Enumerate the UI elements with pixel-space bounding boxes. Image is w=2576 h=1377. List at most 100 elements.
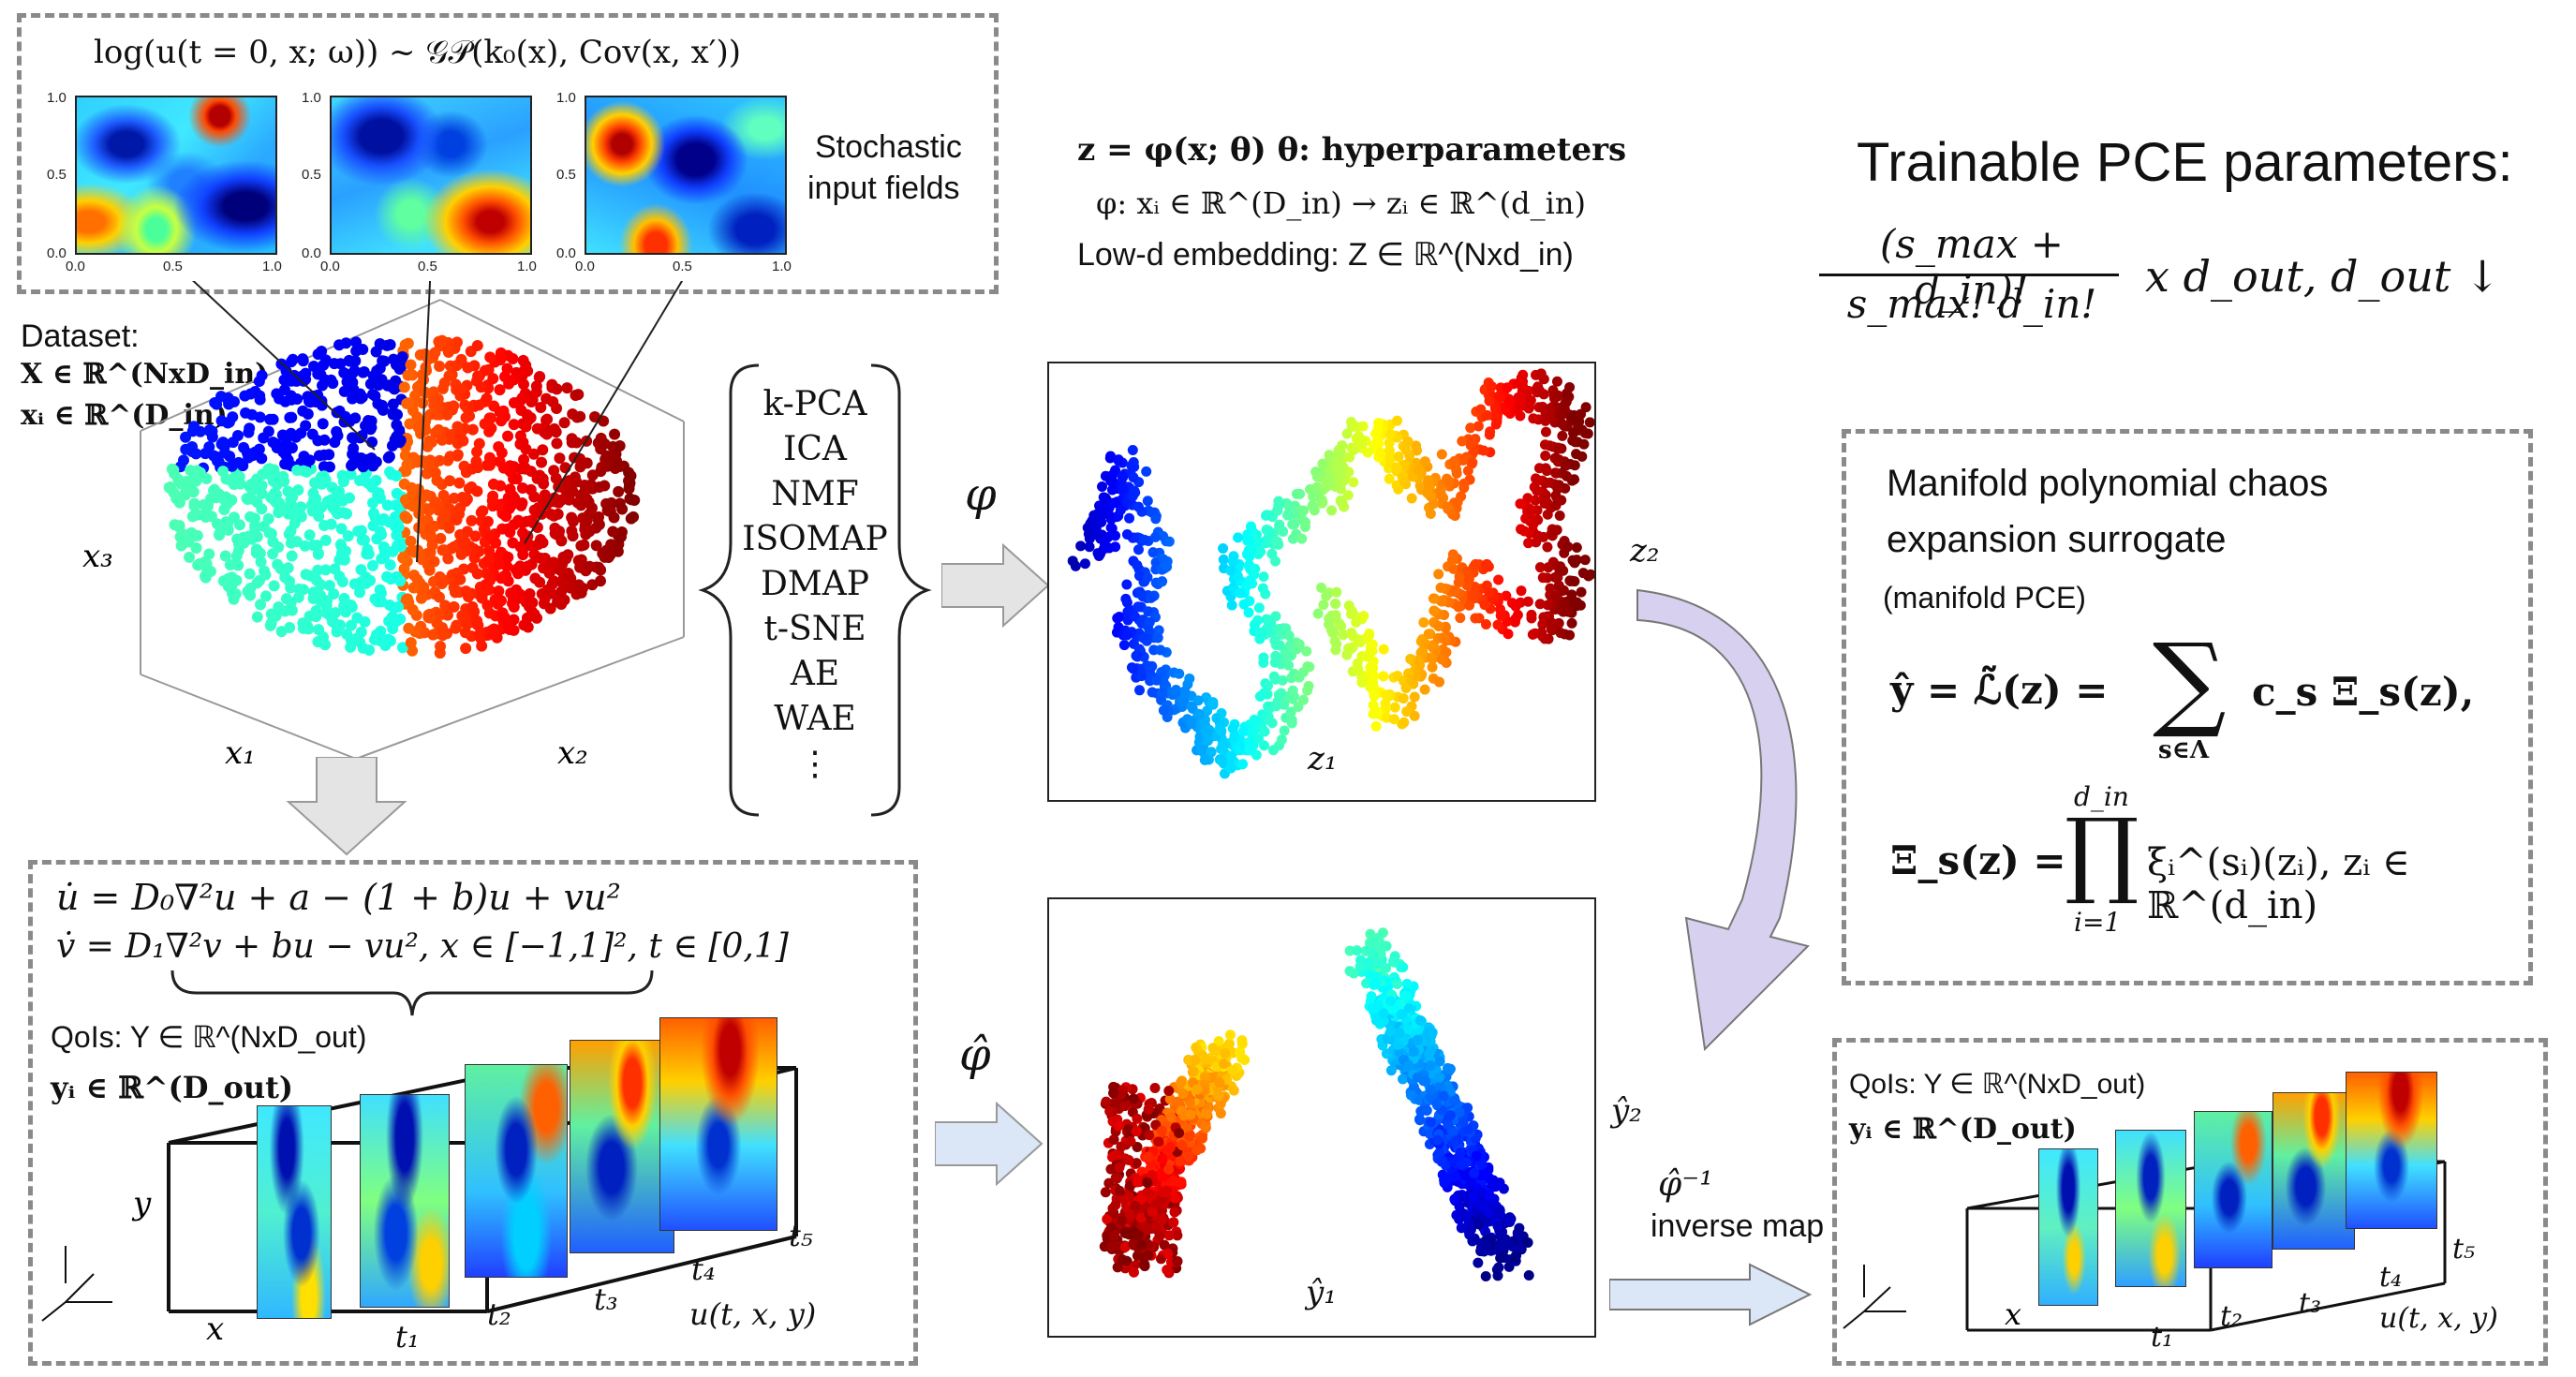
latent-point [1492, 619, 1503, 630]
sphere-point [432, 392, 444, 405]
output-point [1177, 1088, 1189, 1100]
sphere-point [316, 346, 328, 358]
sphere-point [391, 529, 403, 541]
latent-point [1524, 402, 1535, 413]
latent-point [1465, 422, 1476, 434]
output-point [1202, 1109, 1213, 1120]
axis-x1-label: x₁ [225, 734, 256, 772]
dataset-X: X ∈ ℝ^(NxD_in) [21, 358, 269, 391]
latent-point [1117, 471, 1128, 482]
sphere-point [545, 508, 557, 520]
method-wae: WAE [774, 700, 856, 738]
sphere-point [576, 491, 588, 503]
latent-point [1458, 454, 1469, 466]
sphere-point [422, 504, 435, 516]
latent-point [1131, 650, 1142, 661]
latent-point [1380, 698, 1391, 709]
latent-point [1495, 610, 1506, 621]
output-point [1522, 1237, 1533, 1249]
output-point [1369, 1010, 1381, 1021]
latent-point [1324, 450, 1335, 461]
sphere-point [338, 600, 350, 612]
output-point [1102, 1213, 1113, 1224]
latent-point [1113, 455, 1124, 466]
out-frame-3 [2194, 1111, 2273, 1268]
output-point [1352, 945, 1363, 956]
sphere-point [546, 578, 558, 590]
sphere-point [583, 509, 595, 521]
input-field-heatmap-1 [75, 96, 277, 255]
output-point [1436, 1156, 1447, 1167]
output-point [1159, 1239, 1170, 1251]
sphere-point [270, 610, 282, 622]
output-point [1224, 1029, 1236, 1041]
sphere-point [347, 432, 359, 444]
latent-point [1211, 713, 1222, 724]
latent-point [1316, 582, 1327, 593]
sphere-point [243, 530, 255, 542]
sphere-point [441, 609, 453, 621]
latent-point [1118, 640, 1130, 651]
tick-y-mid: 0.5 [47, 167, 67, 183]
pde-qoi-box [28, 860, 918, 1366]
sphere-point [218, 503, 230, 515]
latent-point [1127, 444, 1138, 455]
latent-point [1329, 635, 1340, 646]
output-point [1142, 1177, 1153, 1189]
latent-point [1259, 726, 1270, 737]
latent-point [1118, 483, 1129, 495]
sphere-point [173, 496, 185, 509]
sphere-point [375, 338, 387, 350]
pde-yi: yᵢ ∈ ℝ^(D_out) [51, 1070, 294, 1105]
latent-point [1558, 606, 1569, 617]
sphere-point [466, 514, 478, 526]
sphere-point [328, 358, 340, 370]
sphere-point [286, 356, 298, 368]
sphere-point [214, 529, 226, 541]
latent-point [1504, 397, 1516, 408]
sphere-point [535, 401, 547, 413]
tick-y-bottom-2: 0.0 [302, 245, 321, 261]
output-point [1421, 1105, 1432, 1117]
sphere-point [278, 384, 290, 396]
output-point [1449, 1193, 1460, 1205]
latent-point [1470, 613, 1481, 624]
latent-point [1139, 534, 1150, 545]
latent-point [1400, 444, 1412, 455]
latent-point [1389, 702, 1400, 713]
out-axis-x: x [2005, 1296, 2021, 1332]
latent-point [1484, 429, 1495, 440]
sphere-point [455, 548, 467, 560]
latent-point [1283, 659, 1295, 671]
latent-point [1285, 706, 1296, 718]
sphere-point [326, 481, 338, 494]
latent-point [1351, 616, 1362, 628]
sphere-point [562, 549, 574, 561]
latent-point [1543, 562, 1554, 573]
sphere-point [367, 460, 379, 472]
sphere-point [327, 501, 339, 513]
latent-point [1273, 689, 1284, 701]
output-point [1176, 1077, 1187, 1088]
sphere-point [554, 526, 566, 538]
latent-point [1341, 428, 1353, 439]
sphere-point [253, 574, 265, 586]
sphere-point [318, 359, 330, 371]
latent-point [1348, 630, 1359, 642]
out-frame-5 [2346, 1072, 2437, 1229]
output-point [1139, 1259, 1150, 1270]
latent-point [1253, 602, 1265, 614]
latent-point [1171, 687, 1182, 698]
output-point [1192, 1084, 1203, 1095]
sphere-point [437, 544, 449, 556]
sphere-point [544, 602, 556, 614]
output-point [1135, 1212, 1147, 1223]
latent-point [1100, 493, 1111, 504]
latent-point [1342, 490, 1354, 501]
latent-point [1571, 555, 1582, 566]
latent-point [1470, 586, 1481, 598]
pce-denominator: s_max! d_in! [1846, 281, 2097, 327]
output-point [1147, 1169, 1158, 1180]
output-point [1378, 1008, 1389, 1019]
output-point [1369, 979, 1380, 990]
